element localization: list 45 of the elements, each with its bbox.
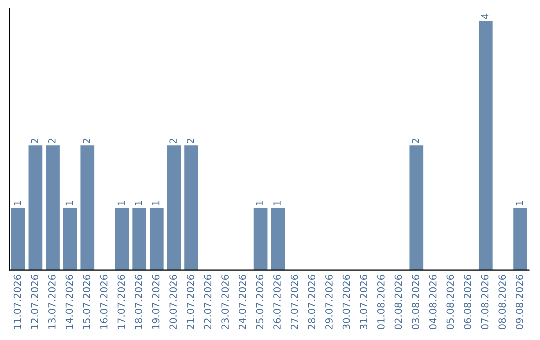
data-label: 4 — [482, 14, 489, 20]
x-tick-label: 14.07.2026 — [66, 275, 74, 330]
data-label: 1 — [256, 201, 264, 206]
x-tick-label: 22.07.2026 — [204, 275, 212, 330]
x-tick-label: 09.08.2026 — [516, 275, 524, 330]
data-label: 1 — [14, 201, 22, 206]
data-label: 1 — [135, 201, 142, 206]
data-label: 2 — [48, 139, 56, 144]
data-label: 1 — [274, 201, 281, 206]
x-tick-label: 26.07.2026 — [274, 275, 281, 330]
x-tick-label: 03.08.2026 — [412, 275, 420, 330]
x-tick-label: 31.07.2026 — [360, 275, 368, 330]
x-tick-label: 11.07.2026 — [14, 275, 22, 330]
x-tick-label: 06.08.2026 — [464, 275, 472, 330]
x-tick-label: 02.08.2026 — [394, 275, 402, 330]
data-label: 1 — [516, 201, 524, 206]
data-label: 1 — [118, 201, 125, 206]
data-label: 2 — [31, 139, 38, 144]
x-tick-label: 13.07.2026 — [48, 275, 56, 330]
x-tick-label: 01.08.2026 — [377, 275, 385, 330]
x-tick-label: 29.07.2026 — [326, 275, 333, 330]
x-tick-label: 04.08.2026 — [429, 275, 437, 330]
data-label: 2 — [170, 139, 177, 144]
x-tick-label: 05.08.2026 — [446, 275, 454, 330]
x-tick-label: 24.07.2026 — [238, 275, 246, 330]
data-label: 2 — [412, 139, 420, 144]
x-tick-label: 15.07.2026 — [83, 275, 90, 330]
data-label: 1 — [66, 201, 74, 206]
x-tick-label: 16.07.2026 — [100, 275, 108, 330]
data-label: 2 — [83, 139, 90, 144]
x-tick-label: 25.07.2026 — [256, 275, 264, 330]
data-label: 2 — [187, 139, 194, 144]
x-tick-label: 17.07.2026 — [118, 275, 126, 330]
x-tick-label: 20.07.2026 — [170, 275, 178, 330]
x-tick-label: 23.07.2026 — [222, 275, 229, 330]
x-tick-label: 12.07.2026 — [31, 275, 39, 330]
x-tick-label: 21.07.2026 — [187, 275, 194, 330]
x-tick-label: 30.07.2026 — [342, 275, 350, 330]
x-tick-label: 19.07.2026 — [152, 275, 160, 330]
x-tick-label: 18.07.2026 — [135, 275, 142, 330]
x-tick-label: 28.07.2026 — [308, 275, 316, 330]
x-tick-label: 27.07.2026 — [290, 275, 298, 330]
x-tick-label: 08.08.2026 — [498, 275, 506, 330]
data-label: 1 — [152, 201, 160, 206]
x-tick-label: 07.08.2026 — [481, 275, 489, 330]
